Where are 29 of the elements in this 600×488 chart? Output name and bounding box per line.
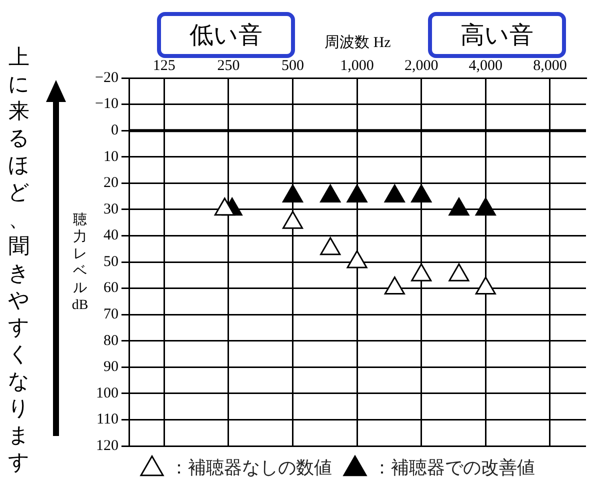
x-tick-label: 8,000 (533, 58, 567, 74)
y-tick-label: 120 (96, 438, 118, 454)
text: 上に来るほど、聞きやすくなります (8, 45, 30, 474)
x-tick-label: 250 (217, 58, 240, 74)
y-tick-label: 40 (103, 228, 118, 244)
y-tick-label: −10 (94, 96, 118, 112)
text: 高い音 (428, 12, 566, 58)
x-axis-title: 周波数 Hz (324, 34, 392, 51)
y-tick-label: 30 (103, 201, 118, 218)
y-tick-label: 100 (96, 385, 118, 402)
y-tick-label: −20 (94, 70, 118, 86)
legend-label: ：補聴器なしの数値 (170, 458, 332, 479)
y-axis-title: 聴力レベル dB (70, 212, 90, 314)
y-tick-label: 50 (103, 254, 118, 270)
legend-label: ：補聴器での改善値 (373, 458, 535, 479)
y-tick-label: 70 (103, 306, 118, 323)
y-tick-label: 60 (103, 280, 118, 296)
x-tick-label: 1,000 (340, 58, 374, 74)
x-tick-label: 125 (152, 58, 176, 74)
y-tick-label: 20 (103, 175, 118, 192)
y-tick-label: 0 (110, 122, 118, 139)
y-tick-label: 110 (96, 412, 118, 428)
y-tick-label: 80 (103, 332, 118, 349)
x-tick-label: 2,000 (404, 58, 438, 74)
x-tick-label: 500 (282, 58, 304, 74)
y-tick-label: 10 (103, 148, 118, 165)
text: 低い音 (157, 12, 295, 58)
x-tick-label: 4,000 (468, 58, 503, 74)
y-tick-label: 90 (103, 359, 118, 376)
